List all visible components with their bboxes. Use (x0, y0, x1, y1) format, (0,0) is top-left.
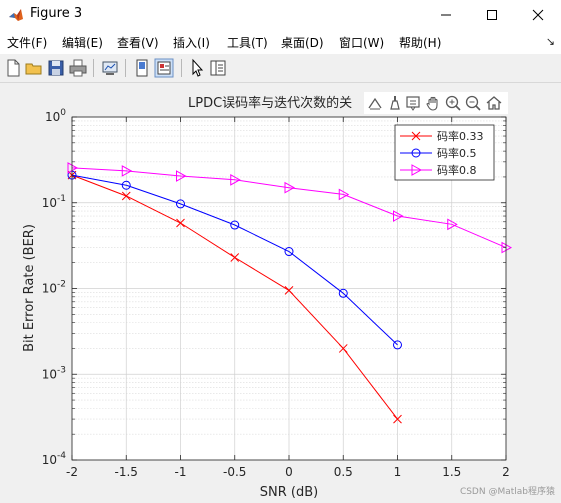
maximize-icon (487, 10, 497, 20)
legend-label: 码率0.5 (437, 146, 477, 160)
data-point (501, 241, 513, 254)
axis-ticks (71, 116, 507, 461)
data-point (67, 162, 79, 174)
data-point (176, 170, 187, 182)
x-tick-label: 0 (285, 465, 293, 479)
data-point (121, 180, 131, 190)
menu-tools[interactable]: 工具(T) (227, 36, 268, 50)
menu-overflow-icon[interactable]: ↘ (545, 35, 555, 48)
data-point (121, 191, 131, 201)
series-line (71, 174, 398, 346)
x-tick-label: -1 (175, 465, 187, 479)
y-tick-label: 10-2 (42, 280, 66, 296)
toolbar-separator (181, 59, 182, 77)
figure-toolbar (0, 54, 561, 83)
menu-insert[interactable]: 插入(I) (173, 36, 210, 50)
y-tick-label: 100 (45, 108, 66, 124)
data-point (393, 210, 404, 222)
pan-icon[interactable] (424, 94, 442, 112)
link-plot-icon[interactable] (100, 58, 120, 78)
data-tips-icon[interactable] (404, 94, 422, 112)
data-point (230, 220, 240, 230)
legend-item: 码率0.8 (400, 163, 477, 177)
zoom-in-icon[interactable] (444, 94, 462, 112)
open-file-icon[interactable] (24, 58, 44, 78)
data-point (411, 131, 421, 141)
data-point (230, 173, 241, 186)
home-icon[interactable] (485, 94, 503, 112)
matlab-logo-icon (9, 9, 23, 21)
data-point (338, 344, 348, 353)
legend-label: 码率0.8 (437, 163, 477, 177)
toolbar-separator (125, 59, 126, 77)
series-layer (67, 162, 513, 424)
data-point (338, 188, 350, 201)
legend[interactable]: 码率0.33 码率0.5 码率0.8 (394, 124, 495, 181)
menu-desktop[interactable]: 桌面(D) (281, 36, 324, 50)
figure-canvas: -2 -1.5 -1 -0.5 0 0.5 1 1.5 2 100 10-1 10-2 10-3 10-… (0, 83, 561, 503)
data-point (393, 340, 402, 350)
close-icon (532, 9, 544, 21)
zoom-out-icon[interactable] (464, 94, 482, 112)
legend-item: 码率0.33 (400, 129, 484, 143)
x-tick-label: -2 (66, 465, 78, 479)
data-point (284, 286, 294, 295)
data-point (230, 253, 240, 262)
y-axis-label: Bit Error Rate (BER) (22, 224, 37, 352)
chart-title: LPDC误码率与迭代次数的关 (188, 95, 352, 111)
select-arrow-icon[interactable] (187, 58, 207, 78)
x-tick-label: -0.5 (223, 465, 246, 479)
menu-help[interactable]: 帮助(H) (399, 36, 442, 50)
x-tick-label: 1.5 (442, 465, 461, 479)
y-tick-label: 10-1 (42, 194, 66, 210)
x-tick-label: 0.5 (334, 465, 353, 479)
data-point (176, 199, 185, 209)
brush-icon[interactable] (386, 94, 404, 112)
hide-plot-tools-icon[interactable] (132, 58, 152, 78)
export-icon[interactable] (366, 94, 384, 112)
x-axis-label: SNR (dB) (260, 485, 318, 500)
x-tick-labels: -2 -1.5 -1 -0.5 0 0.5 1 1.5 2 (66, 465, 510, 479)
menu-edit[interactable]: 编辑(E) (62, 36, 103, 50)
menu-window[interactable]: 窗口(W) (339, 36, 385, 50)
x-tick-label: -1.5 (115, 465, 138, 479)
legend-item: 码率0.5 (400, 146, 477, 160)
minimize-icon (441, 14, 451, 16)
property-editor-icon[interactable] (208, 58, 228, 78)
menu-view[interactable]: 查看(V) (117, 36, 159, 50)
new-figure-icon[interactable] (3, 58, 23, 78)
print-icon[interactable] (68, 58, 88, 78)
save-icon[interactable] (46, 58, 66, 78)
y-tick-label: 10-4 (42, 451, 67, 467)
data-point (411, 148, 421, 158)
series (67, 162, 513, 254)
maximize-button[interactable] (469, 0, 515, 30)
axes-toolbar (364, 92, 508, 114)
legend-label: 码率0.33 (437, 129, 484, 143)
data-point (411, 164, 423, 176)
menu-bar: 文件(F) 编辑(E) 查看(V) 插入(I) 工具(T) 桌面(D) 窗口(W… (0, 30, 561, 54)
ber-chart: -2 -1.5 -1 -0.5 0 0.5 1 1.5 2 100 10-1 10-2 10-3 10-… (22, 95, 513, 500)
y-tick-label: 10-3 (42, 365, 66, 381)
x-tick-label: 2 (502, 465, 510, 479)
data-point (447, 218, 458, 231)
data-point (393, 414, 402, 424)
menu-file[interactable]: 文件(F) (7, 36, 48, 50)
y-tick-labels: 100 10-1 10-2 10-3 10-4 (42, 108, 67, 467)
toolbar-separator (93, 59, 94, 77)
data-point (284, 181, 296, 194)
window-titlebar: Figure 3 (0, 0, 561, 30)
minimize-button[interactable] (423, 0, 469, 30)
window-title: Figure 3 (30, 6, 83, 21)
series-line (71, 167, 507, 249)
data-point (176, 218, 185, 228)
data-point (121, 165, 133, 177)
x-tick-label: 1 (394, 465, 402, 479)
show-plot-tools-icon[interactable] (154, 58, 174, 78)
data-point (338, 288, 348, 298)
close-button[interactable] (515, 0, 561, 30)
data-point (284, 247, 294, 257)
watermark: CSDN @Matlab程序猿 (459, 487, 555, 497)
